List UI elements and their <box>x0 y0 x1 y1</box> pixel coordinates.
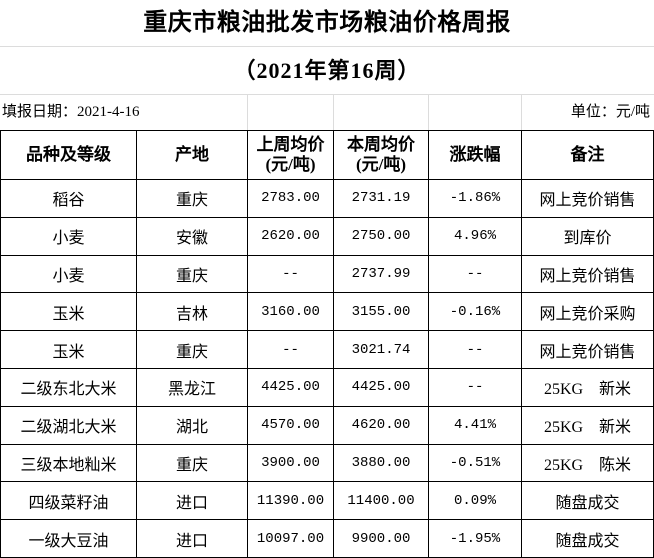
cell-variety: 二级东北大米 <box>1 368 137 407</box>
cell-last-week: 4570.00 <box>248 406 334 445</box>
cell-origin: 进口 <box>137 520 248 558</box>
cell-change: 4.96% <box>429 217 522 256</box>
header-this-week-label: 本周均价 <box>347 135 415 154</box>
cell-last-week: 4425.00 <box>248 368 334 407</box>
cell-origin: 进口 <box>137 482 248 521</box>
header-change-label: 涨跌幅 <box>449 145 501 164</box>
cell-last-week: 2783.00 <box>248 180 334 218</box>
cell-variety: 一级大豆油 <box>1 520 137 558</box>
cell-origin: 湖北 <box>137 406 248 445</box>
header-remark: 备注 <box>522 131 654 180</box>
header-this-week: 本周均价 (元/吨) <box>334 131 429 180</box>
cell-remark: 25KG 新米 <box>522 406 654 445</box>
cell-remark: 到库价 <box>522 217 654 256</box>
header-origin: 产地 <box>137 131 248 180</box>
cell-remark: 随盘成交 <box>522 520 654 558</box>
cell-change: -- <box>429 331 522 369</box>
report-title: 重庆市粮油批发市场粮油价格周报 <box>0 0 654 47</box>
cell-variety: 稻谷 <box>1 180 137 218</box>
grid-line <box>333 95 334 130</box>
header-change: 涨跌幅 <box>429 131 522 180</box>
cell-origin: 黑龙江 <box>137 368 248 407</box>
cell-change: -0.51% <box>429 444 522 483</box>
cell-origin: 重庆 <box>137 180 248 218</box>
cell-variety: 小麦 <box>1 255 137 294</box>
cell-change: -1.86% <box>429 180 522 218</box>
cell-last-week: -- <box>248 331 334 369</box>
cell-variety: 二级湖北大米 <box>1 406 137 445</box>
grid-line <box>428 95 429 130</box>
header-origin-label: 产地 <box>175 145 209 164</box>
cell-last-week: 10097.00 <box>248 520 334 558</box>
cell-remark: 25KG 陈米 <box>522 444 654 483</box>
price-table: 品种及等级 产地 上周均价 (元/吨) 本周均价 (元/吨) 涨跌幅 备注 稻谷… <box>0 130 654 558</box>
cell-variety: 四级菜籽油 <box>1 482 137 521</box>
unit-label: 单位：元/吨 <box>568 95 650 130</box>
header-this-week-unit: (元/吨) <box>355 155 407 174</box>
header-variety: 品种及等级 <box>1 131 137 180</box>
cell-this-week: 4620.00 <box>334 406 429 445</box>
cell-variety: 玉米 <box>1 293 137 332</box>
cell-variety: 小麦 <box>1 217 137 256</box>
cell-change: 4.41% <box>429 406 522 445</box>
cell-change: -0.16% <box>429 293 522 332</box>
cell-last-week: 11390.00 <box>248 482 334 521</box>
header-last-week-label: 上周均价 <box>256 135 325 154</box>
cell-change: -- <box>429 255 522 294</box>
cell-origin: 重庆 <box>137 255 248 294</box>
header-last-week: 上周均价 (元/吨) <box>248 131 334 180</box>
grid-line <box>521 95 522 130</box>
cell-remark: 25KG 新米 <box>522 368 654 407</box>
cell-origin: 吉林 <box>137 293 248 332</box>
cell-origin: 重庆 <box>137 331 248 369</box>
header-remark-label: 备注 <box>570 145 605 164</box>
cell-remark: 网上竞价销售 <box>522 255 654 294</box>
cell-this-week: 3880.00 <box>334 444 429 483</box>
report-subtitle: （2021年第16周） <box>0 47 654 95</box>
cell-change: -1.95% <box>429 520 522 558</box>
cell-remark: 网上竞价采购 <box>522 293 654 332</box>
header-last-week-unit: (元/吨) <box>265 155 316 174</box>
header-variety-label: 品种及等级 <box>26 145 111 164</box>
cell-last-week: -- <box>248 255 334 294</box>
cell-last-week: 2620.00 <box>248 217 334 256</box>
report-date: 填报日期：2021-4-16 <box>2 95 142 130</box>
cell-last-week: 3900.00 <box>248 444 334 483</box>
cell-this-week: 2731.19 <box>334 180 429 218</box>
cell-this-week: 3155.00 <box>334 293 429 332</box>
cell-change: 0.09% <box>429 482 522 521</box>
cell-this-week: 2737.99 <box>334 255 429 294</box>
cell-last-week: 3160.00 <box>248 293 334 332</box>
cell-change: -- <box>429 368 522 407</box>
cell-this-week: 11400.00 <box>334 482 429 521</box>
cell-variety: 玉米 <box>1 331 137 369</box>
grid-line <box>247 95 248 130</box>
cell-this-week: 2750.00 <box>334 217 429 256</box>
cell-variety: 三级本地籼米 <box>1 444 137 483</box>
cell-remark: 网上竞价销售 <box>522 331 654 369</box>
cell-origin: 安徽 <box>137 217 248 256</box>
cell-remark: 网上竞价销售 <box>522 180 654 218</box>
cell-this-week: 3021.74 <box>334 331 429 369</box>
cell-this-week: 9900.00 <box>334 520 429 558</box>
cell-origin: 重庆 <box>137 444 248 483</box>
info-row: 填报日期：2021-4-16 单位：元/吨 <box>0 95 654 130</box>
cell-remark: 随盘成交 <box>522 482 654 521</box>
cell-this-week: 4425.00 <box>334 368 429 407</box>
